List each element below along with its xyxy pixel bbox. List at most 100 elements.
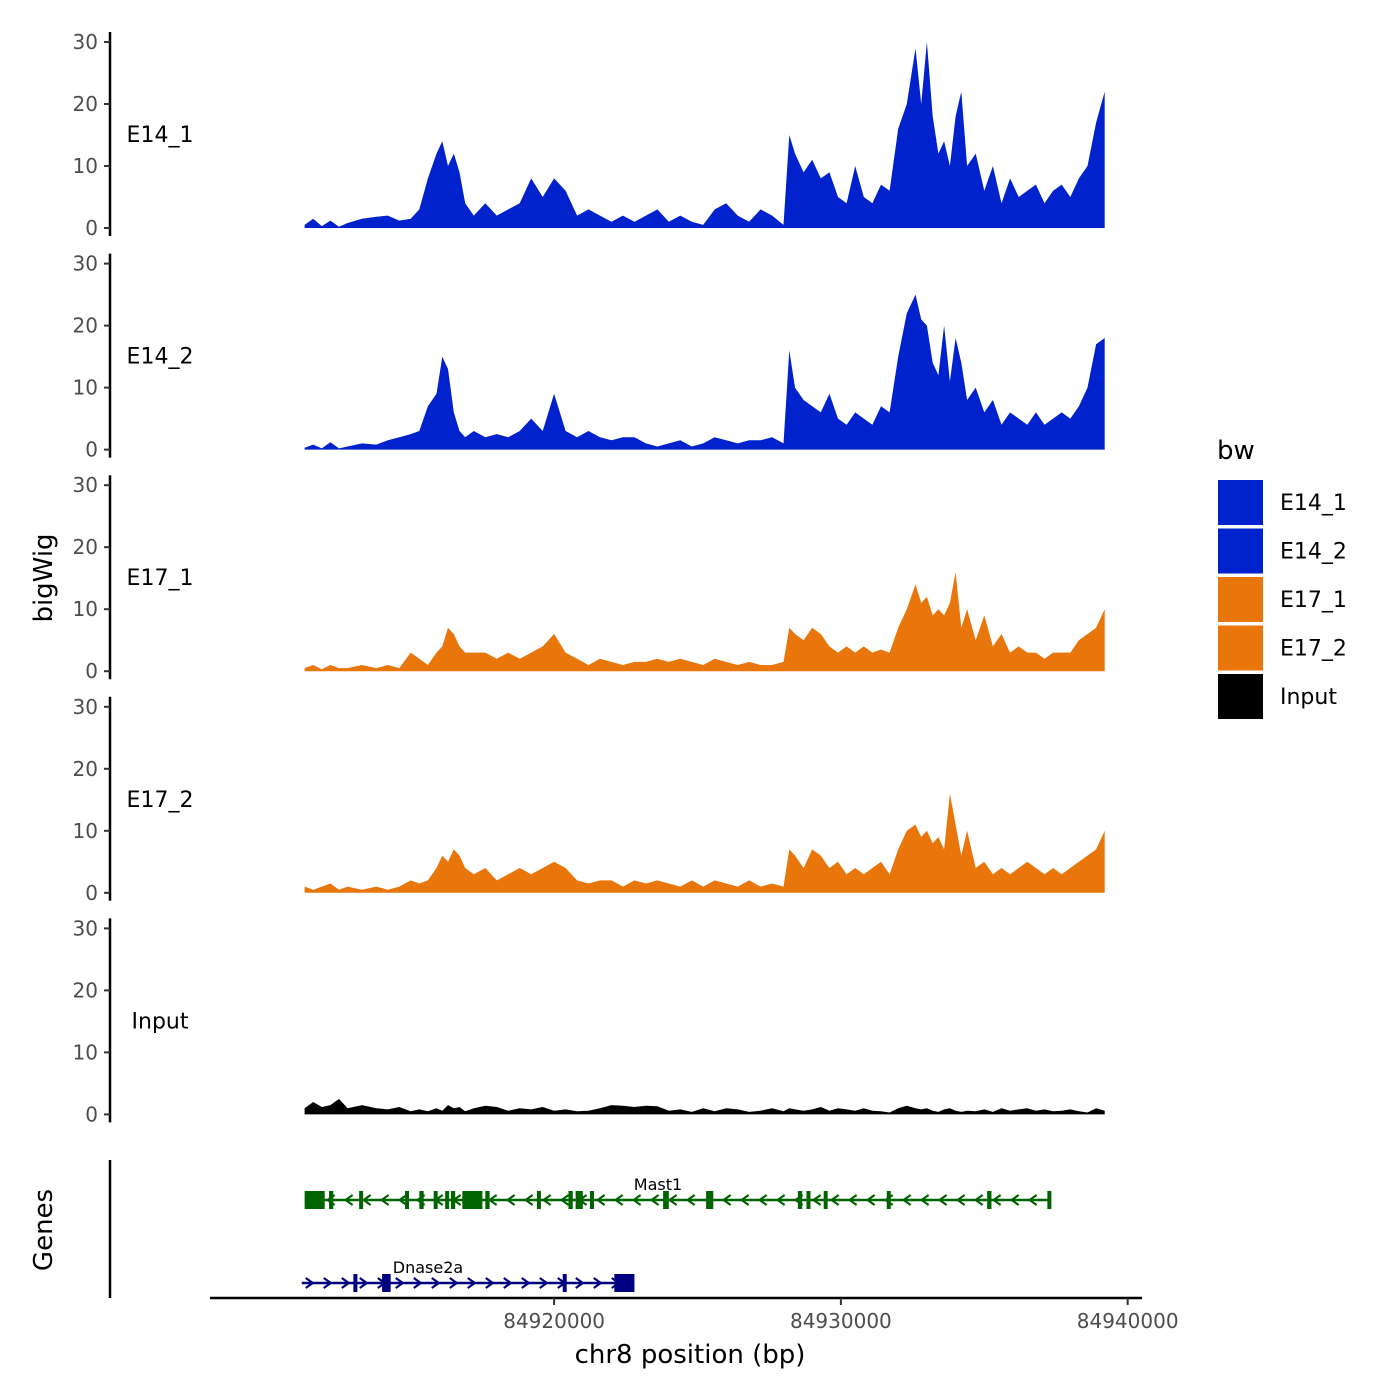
track-label: E14_2	[127, 345, 194, 370]
gene-exon	[797, 1191, 803, 1209]
strand-arrow	[323, 1277, 333, 1289]
legend-swatch	[1218, 625, 1263, 671]
strand-arrow	[379, 1194, 390, 1206]
track-e14-1: 0 10 20 30 E14_1	[73, 30, 1105, 240]
strand-arrow	[955, 1194, 966, 1206]
gene-exon	[304, 1191, 325, 1209]
legend-swatch	[1218, 480, 1263, 525]
legend-label: Input	[1280, 685, 1337, 710]
gene-exon	[419, 1191, 424, 1209]
gene-exon	[589, 1191, 594, 1209]
track-e17-2: 0 10 20 30 E17_2	[73, 695, 1105, 905]
strand-arrow	[395, 1277, 405, 1289]
gene-exon	[382, 1274, 391, 1292]
genes-axis-title: Genes	[29, 1189, 59, 1271]
legend-label: E14_1	[1280, 491, 1347, 516]
strand-arrow	[613, 1194, 624, 1206]
strand-arrow	[739, 1194, 750, 1206]
strand-arrow	[631, 1194, 642, 1206]
gene-exon	[562, 1274, 567, 1292]
strand-arrow	[937, 1194, 948, 1206]
strand-arrow	[505, 1194, 516, 1206]
y-tick-label: 30	[73, 30, 98, 54]
strand-arrow	[305, 1277, 315, 1289]
strand-arrow	[449, 1277, 459, 1289]
gene-exon	[575, 1191, 583, 1209]
gene-name-label: Dnase2a	[393, 1258, 463, 1277]
strand-arrow	[413, 1277, 423, 1289]
strand-arrow	[397, 1194, 408, 1206]
coverage-area-e17-2	[304, 793, 1105, 893]
y-tick-label: 0	[85, 881, 98, 905]
gene-exon	[806, 1191, 811, 1209]
strand-arrow	[811, 1194, 822, 1206]
strand-arrow	[757, 1194, 768, 1206]
gene-exon	[445, 1191, 450, 1209]
strand-arrow	[341, 1277, 351, 1289]
legend-label: E17_2	[1280, 637, 1347, 662]
strand-arrow	[991, 1194, 1002, 1206]
gene-models: Mast1 Dnase2a	[301, 1175, 1052, 1292]
gene-exon	[433, 1191, 438, 1209]
y-axis-title: bigWig	[29, 533, 59, 622]
track-label: E17_1	[127, 566, 194, 591]
track-e17-1: 0 10 20 30 E17_1	[73, 473, 1105, 683]
strand-arrow	[361, 1194, 372, 1206]
legend-title: bw	[1217, 436, 1255, 466]
gene-mast1: Mast1	[304, 1175, 1052, 1209]
y-tick-label: 30	[73, 695, 98, 719]
coverage-area-e14-2	[304, 294, 1105, 450]
strand-arrow	[521, 1277, 531, 1289]
strand-arrow	[649, 1194, 660, 1206]
strand-arrow	[541, 1194, 552, 1206]
y-tick-label: 10	[73, 1040, 98, 1064]
y-tick-label: 30	[73, 252, 98, 276]
legend-entries: E14_1 E14_2 E17_1 E17_2 Input	[1218, 480, 1347, 719]
legend-label: E17_1	[1280, 588, 1347, 613]
gene-exon	[568, 1191, 573, 1209]
y-tick-label: 0	[85, 438, 98, 462]
strand-arrow	[847, 1194, 858, 1206]
y-tick-label: 10	[73, 376, 98, 400]
x-tick-label: 84930000	[790, 1309, 892, 1333]
gene-exon	[450, 1191, 456, 1209]
legend-entry-e14-2: E14_2	[1218, 528, 1347, 574]
y-tick-label: 20	[73, 314, 98, 338]
gene-exon	[1047, 1191, 1052, 1209]
track-input: 0 10 20 30 Input	[73, 916, 1105, 1126]
gene-exon	[485, 1191, 490, 1209]
strand-arrow	[1009, 1194, 1020, 1206]
y-tick-label: 30	[73, 916, 98, 940]
strand-arrow	[359, 1277, 369, 1289]
legend-label: E14_2	[1280, 540, 1347, 565]
strand-arrow	[667, 1194, 678, 1206]
y-tick-label: 0	[85, 659, 98, 683]
gene-exon	[405, 1191, 410, 1209]
y-tick-label: 20	[73, 978, 98, 1002]
strand-arrow	[865, 1194, 876, 1206]
legend-entry-e14-1: E14_1	[1218, 480, 1347, 525]
genes-panel: Mast1 Dnase2a	[108, 1160, 1052, 1298]
strand-arrow	[973, 1194, 984, 1206]
gene-exon	[614, 1274, 635, 1292]
y-tick-label: 30	[73, 473, 98, 497]
legend-swatch	[1218, 674, 1263, 719]
legend: bw E14_1 E14_2 E17_1 E17_2 Input	[1217, 436, 1347, 719]
coverage-area-e17-1	[304, 572, 1105, 672]
gene-exon	[886, 1191, 891, 1209]
gene-exon	[987, 1191, 992, 1209]
strand-arrow	[685, 1194, 696, 1206]
gene-exon	[353, 1274, 358, 1292]
y-tick-label: 10	[73, 819, 98, 843]
gene-exon	[359, 1191, 364, 1209]
strand-arrow	[467, 1277, 477, 1289]
strand-arrow	[487, 1194, 498, 1206]
x-tick-label: 84920000	[503, 1309, 605, 1333]
legend-entry-e17-1: E17_1	[1218, 577, 1347, 622]
gene-exon	[329, 1191, 334, 1209]
y-tick-label: 20	[73, 757, 98, 781]
strand-arrow	[431, 1277, 441, 1289]
y-tick-label: 0	[85, 216, 98, 240]
gene-dnase2a: Dnase2a	[301, 1258, 635, 1292]
